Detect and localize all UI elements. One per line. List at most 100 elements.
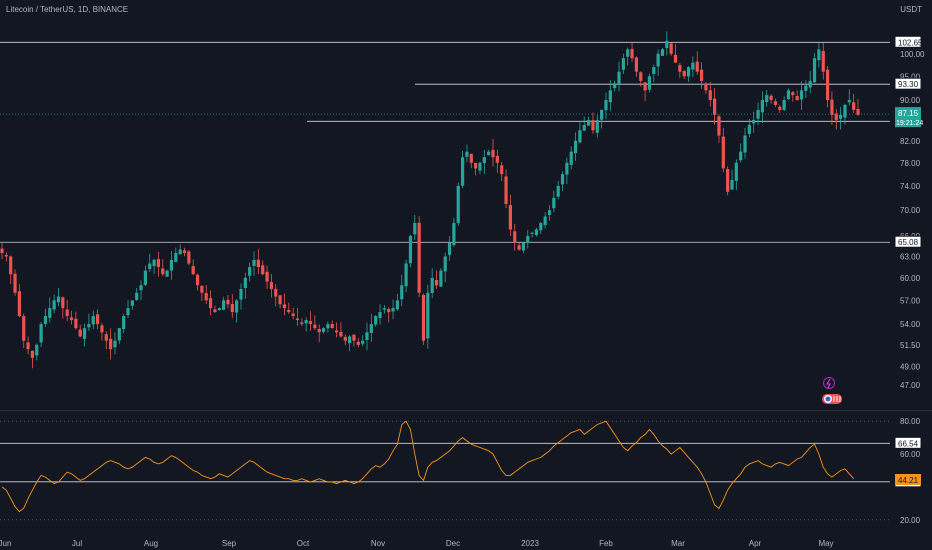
candle-body (313, 324, 317, 329)
candle-body (143, 270, 147, 285)
level-price-label: 93.30 (898, 80, 919, 89)
candle-body (22, 316, 26, 341)
bar-countdown-label: 19:21:24 (896, 120, 923, 127)
candle-body (374, 316, 378, 325)
candle-body (730, 179, 734, 190)
candle-body (708, 90, 712, 100)
candle-body (413, 222, 417, 235)
candle-body (474, 162, 478, 169)
candle-body (117, 328, 121, 341)
candle-body (613, 83, 617, 89)
level-price-box (894, 35, 922, 48)
candle-body (408, 236, 413, 264)
candle-body (565, 162, 569, 175)
level-price-box (894, 77, 922, 90)
rsi-line (1, 420, 855, 513)
price-axis-tick: 78.00 (900, 159, 921, 168)
time-axis-tick: Apr (749, 539, 762, 548)
candle-body (378, 312, 382, 318)
price-axis-tick: 57.00 (900, 296, 921, 305)
candle-body (391, 308, 395, 312)
candle-body (400, 285, 404, 300)
candle-body (278, 295, 282, 305)
candle-body (721, 136, 725, 169)
candle-body (560, 174, 565, 185)
candle-body (204, 293, 208, 301)
candle-body (348, 336, 352, 344)
candle-body (691, 62, 695, 70)
candle-body (95, 314, 100, 325)
rsi-level-label: 66.54 (898, 439, 919, 448)
candle-body (760, 99, 765, 113)
price-axis-tick: 54.00 (900, 320, 921, 329)
candle-body (243, 277, 247, 289)
level-price-box (894, 235, 922, 248)
candle-body (156, 258, 161, 268)
candle-body (235, 300, 239, 313)
candle-body (617, 71, 621, 84)
candle-body (765, 95, 769, 103)
candle-body (569, 151, 573, 165)
candle-body (487, 151, 491, 156)
candle-body (213, 309, 217, 313)
candle-body (552, 197, 556, 209)
candle-body (673, 54, 678, 63)
candle-body (82, 328, 87, 339)
chart-title: Litecoin / TetherUS, 1D, BINANCE (6, 5, 129, 14)
candle-body (109, 338, 113, 350)
candle-body (274, 288, 278, 297)
candle-body (295, 318, 300, 321)
candle-body (308, 321, 313, 325)
candle-body (321, 328, 326, 332)
candles (0, 31, 860, 369)
candle-body (421, 294, 426, 341)
candle-body (148, 263, 152, 270)
candle-body (291, 313, 295, 317)
level-price-label: 65.08 (898, 238, 919, 247)
candle-body (430, 277, 434, 294)
time-axis-tick: Oct (297, 539, 310, 548)
candle-body (61, 297, 65, 309)
candle-body (817, 49, 821, 61)
time-axis-tick: Nov (371, 539, 385, 548)
candle-body (122, 316, 126, 329)
rsi-axis-tick: 60.00 (900, 450, 921, 459)
price-axis-tick: 95.00 (900, 72, 921, 81)
candle-body (434, 280, 439, 286)
candle-body (135, 292, 139, 300)
candle-body (756, 109, 760, 119)
price-currency-label: USDT (900, 5, 922, 14)
rsi-axis-tick: 20.00 (900, 516, 921, 525)
time-axis-tick: Aug (144, 539, 158, 548)
candle-body (600, 109, 604, 120)
candle-body (239, 288, 243, 300)
time-axis-tick: Feb (599, 539, 613, 548)
time-axis-tick: 2023 (521, 539, 539, 548)
candle-body (126, 308, 130, 316)
price-axis-tick: 82.00 (900, 137, 921, 146)
candle-body (165, 270, 169, 277)
price-axis-tick: 74.00 (900, 182, 921, 191)
candle-body (556, 185, 560, 197)
price-axis-tick: 70.00 (900, 206, 921, 215)
candle-body (91, 316, 95, 325)
candle-body (665, 40, 669, 49)
rsi-last-value-box (895, 474, 921, 486)
price-axis-tick: 47.00 (900, 381, 921, 390)
candle-body (395, 300, 400, 310)
candle-body (269, 282, 274, 289)
candle-body (491, 149, 495, 158)
candle-body (830, 99, 834, 115)
candle-body (678, 65, 682, 72)
candle-body (465, 151, 469, 157)
candle-body (161, 268, 165, 275)
candle-body (287, 309, 291, 313)
candle-body (417, 222, 421, 293)
candle-body (734, 162, 738, 181)
candle-body (456, 185, 460, 224)
candle-body (495, 155, 499, 163)
candle-body (222, 300, 226, 310)
candle-body (178, 249, 182, 255)
